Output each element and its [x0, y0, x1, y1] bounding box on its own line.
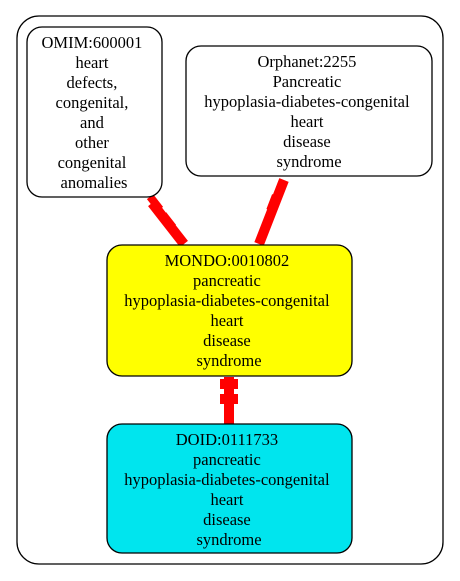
mondo-line-3: hypoplasia-diabetes-congenital — [124, 291, 330, 310]
doid-line-2: pancreatic — [193, 450, 261, 469]
omim-line-6: other — [75, 133, 109, 152]
doid-line-3: hypoplasia-diabetes-congenital — [124, 470, 330, 489]
doid-line-6: syndrome — [196, 530, 261, 549]
doid-line-4: heart — [210, 490, 243, 509]
mondo-line-6: syndrome — [196, 351, 261, 370]
omim-line-1: OMIM:600001 — [42, 33, 143, 52]
edge-omim-mondo — [146, 194, 188, 248]
omim-line-4: congenital, — [56, 93, 129, 112]
node-orphanet[interactable]: Orphanet:2255 Pancreatic hypoplasia-diab… — [185, 45, 433, 177]
orphanet-line-3: hypoplasia-diabetes-congenital — [204, 92, 410, 111]
mondo-line-4: heart — [210, 311, 243, 330]
svg-text:DOID:0111733 pancreatic: DOID:0111733 pancreatic hypoplasia-diabe… — [124, 430, 333, 549]
omim-line-2: heart — [75, 53, 108, 72]
node-omim-box — [26, 26, 163, 198]
orphanet-line-2: Pancreatic — [273, 72, 342, 91]
mondo-line-5: disease — [203, 331, 251, 350]
node-orphanet-box — [185, 45, 433, 177]
node-mondo-box — [106, 244, 353, 377]
node-doid-box — [106, 423, 353, 554]
omim-line-5: and — [80, 113, 105, 132]
svg-text:OMIM:600001 heart: OMIM:600001 heart defects, congenital, a… — [42, 33, 147, 192]
svg-text:MONDO:0010802 pancreatic: MONDO:0010802 pancreatic hypoplasia-diab… — [124, 251, 333, 370]
orphanet-line-6: syndrome — [276, 152, 341, 171]
omim-line-7: congenital — [58, 153, 127, 172]
orphanet-line-4: heart — [290, 112, 323, 131]
edge-orphanet-mondo — [254, 178, 289, 246]
doid-line-5: disease — [203, 510, 251, 529]
node-doid[interactable]: DOID:0111733 pancreatic hypoplasia-diabe… — [106, 423, 353, 554]
doid-line-1: DOID:0111733 — [176, 430, 278, 449]
mondo-line-1: MONDO:0010802 — [165, 251, 290, 270]
orphanet-line-5: disease — [283, 132, 331, 151]
edges-layer — [146, 178, 289, 424]
omim-line-3: defects, — [67, 73, 118, 92]
node-mondo[interactable]: MONDO:0010802 pancreatic hypoplasia-diab… — [106, 244, 353, 377]
node-omim[interactable]: OMIM:600001 heart defects, congenital, a… — [26, 26, 163, 198]
svg-text:Orphanet:2255 Pancreatic: Orphanet:2255 Pancreatic hypoplasia-diab… — [204, 52, 413, 171]
orphanet-line-1: Orphanet:2255 — [257, 52, 356, 71]
omim-line-8: anomalies — [61, 173, 128, 192]
edge-mondo-doid — [220, 377, 238, 424]
mondo-line-2: pancreatic — [193, 271, 261, 290]
